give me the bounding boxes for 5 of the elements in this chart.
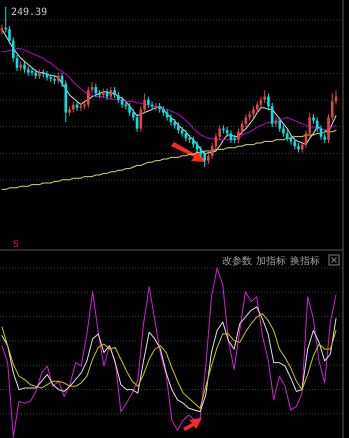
text: S — [13, 240, 19, 250]
text: 加指标 — [256, 255, 286, 267]
text: 改参数 — [222, 255, 252, 267]
text: 换指标 — [290, 255, 320, 267]
annotation: 249.39 — [11, 7, 48, 18]
